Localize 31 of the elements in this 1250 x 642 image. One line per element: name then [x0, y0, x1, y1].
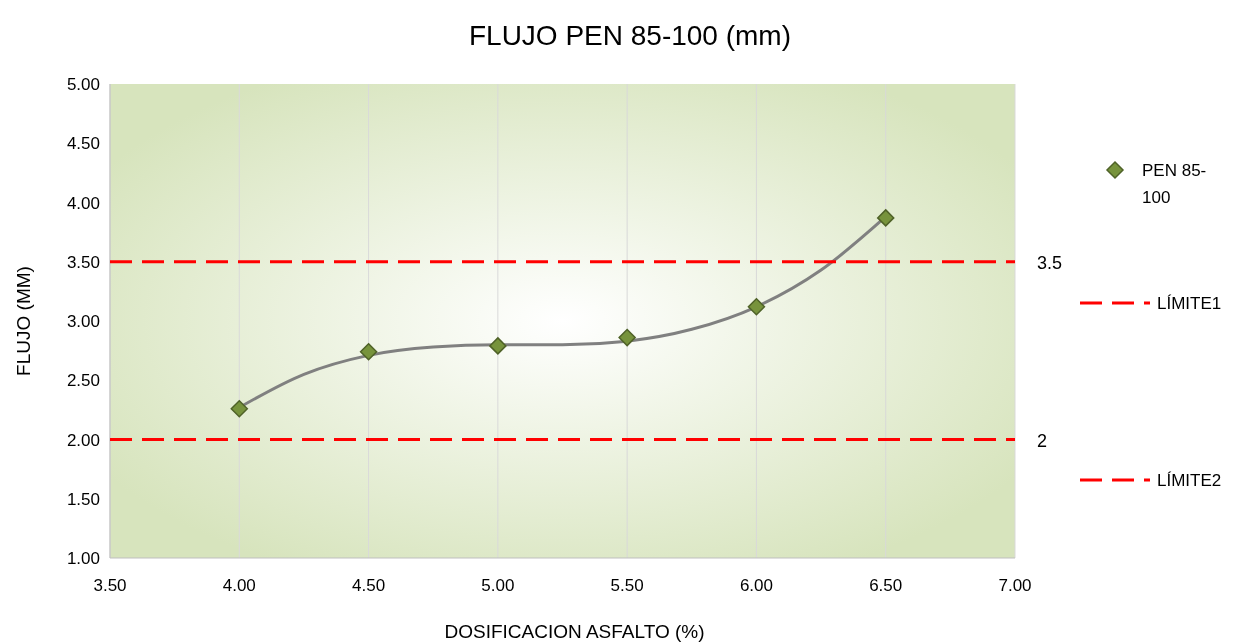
y-tick-label: 4.50 — [66, 134, 100, 154]
y-axis-title: FLUJO (MM) — [13, 266, 34, 376]
y-tick-label: 1.50 — [66, 489, 100, 509]
point — [489, 337, 507, 355]
data-label: 2 — [1037, 430, 1048, 451]
x-tick-label: 3.50 — [93, 576, 127, 595]
y-tick-label: 4.00 — [66, 193, 100, 213]
legend-label: PEN 85-100 — [1142, 161, 1207, 207]
point — [359, 343, 378, 361]
y-tick-label: 2.00 — [66, 430, 100, 450]
x-tick-label: 4.00 — [222, 576, 256, 595]
y-tick-label: 3.00 — [66, 312, 100, 331]
point — [747, 298, 766, 316]
x-tick-label: 6.00 — [739, 576, 773, 595]
y-tick-label: 3.50 — [66, 252, 100, 272]
x-tick-label: 4.50 — [352, 576, 386, 595]
point — [230, 399, 249, 418]
legend-label: LÍMITE1 — [1157, 294, 1222, 313]
point — [876, 209, 895, 227]
point — [618, 328, 636, 347]
y-tick-label: 2.50 — [66, 371, 100, 391]
x-tick-label: 7.00 — [998, 576, 1032, 595]
chart-title: FLUJO PEN 85-100 (mm) — [468, 20, 792, 51]
x-axis-title: DOSIFICACION ASFALTO (%) — [444, 621, 705, 642]
x-tick-label: 5.50 — [610, 576, 644, 595]
legend-label: LÍMITE2 — [1157, 471, 1222, 490]
data-label: 3.5 — [1037, 252, 1063, 273]
x-tick-label: 6.50 — [869, 576, 903, 595]
y-tick-label: 5.00 — [66, 75, 100, 94]
y-tick-label: 1.00 — [66, 549, 100, 568]
x-tick-label: 5.00 — [481, 576, 515, 595]
